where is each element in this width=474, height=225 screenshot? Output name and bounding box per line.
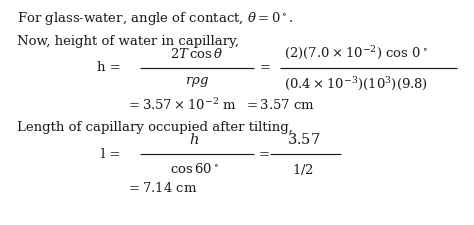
Text: $(0.4\times 10^{-3})(10^{3})(9.8)$: $(0.4\times 10^{-3})(10^{3})(9.8)$ <box>283 75 428 92</box>
Text: $1/2$: $1/2$ <box>292 162 314 177</box>
Text: $h$: $h$ <box>189 132 200 147</box>
Text: $(2)(7.0\times 10^{-2})$ cos $0^\circ$: $(2)(7.0\times 10^{-2})$ cos $0^\circ$ <box>283 44 428 61</box>
Text: $r\rho g$: $r\rho g$ <box>185 75 209 89</box>
Text: =: = <box>260 61 271 74</box>
Text: $= 7.14$ cm: $= 7.14$ cm <box>126 181 197 195</box>
Text: Length of capillary occupied after tilting,: Length of capillary occupied after tilti… <box>17 122 292 135</box>
Text: l =: l = <box>101 148 121 161</box>
Text: Now, height of water in capillary,: Now, height of water in capillary, <box>17 35 238 48</box>
Text: $\mathrm{cos}\,60^\circ$: $\mathrm{cos}\,60^\circ$ <box>170 162 219 176</box>
Text: $2T\,\mathrm{cos}\,\theta$: $2T\,\mathrm{cos}\,\theta$ <box>170 47 223 61</box>
Text: =: = <box>259 148 270 161</box>
Text: $= 3.57\times 10^{-2}$ m  $= 3.57$ cm: $= 3.57\times 10^{-2}$ m $= 3.57$ cm <box>126 97 315 113</box>
Text: h =: h = <box>97 61 121 74</box>
Text: $3.57$: $3.57$ <box>287 132 320 147</box>
Text: For glass-water, angle of contact, $\theta = 0^\circ$.: For glass-water, angle of contact, $\the… <box>17 10 293 27</box>
